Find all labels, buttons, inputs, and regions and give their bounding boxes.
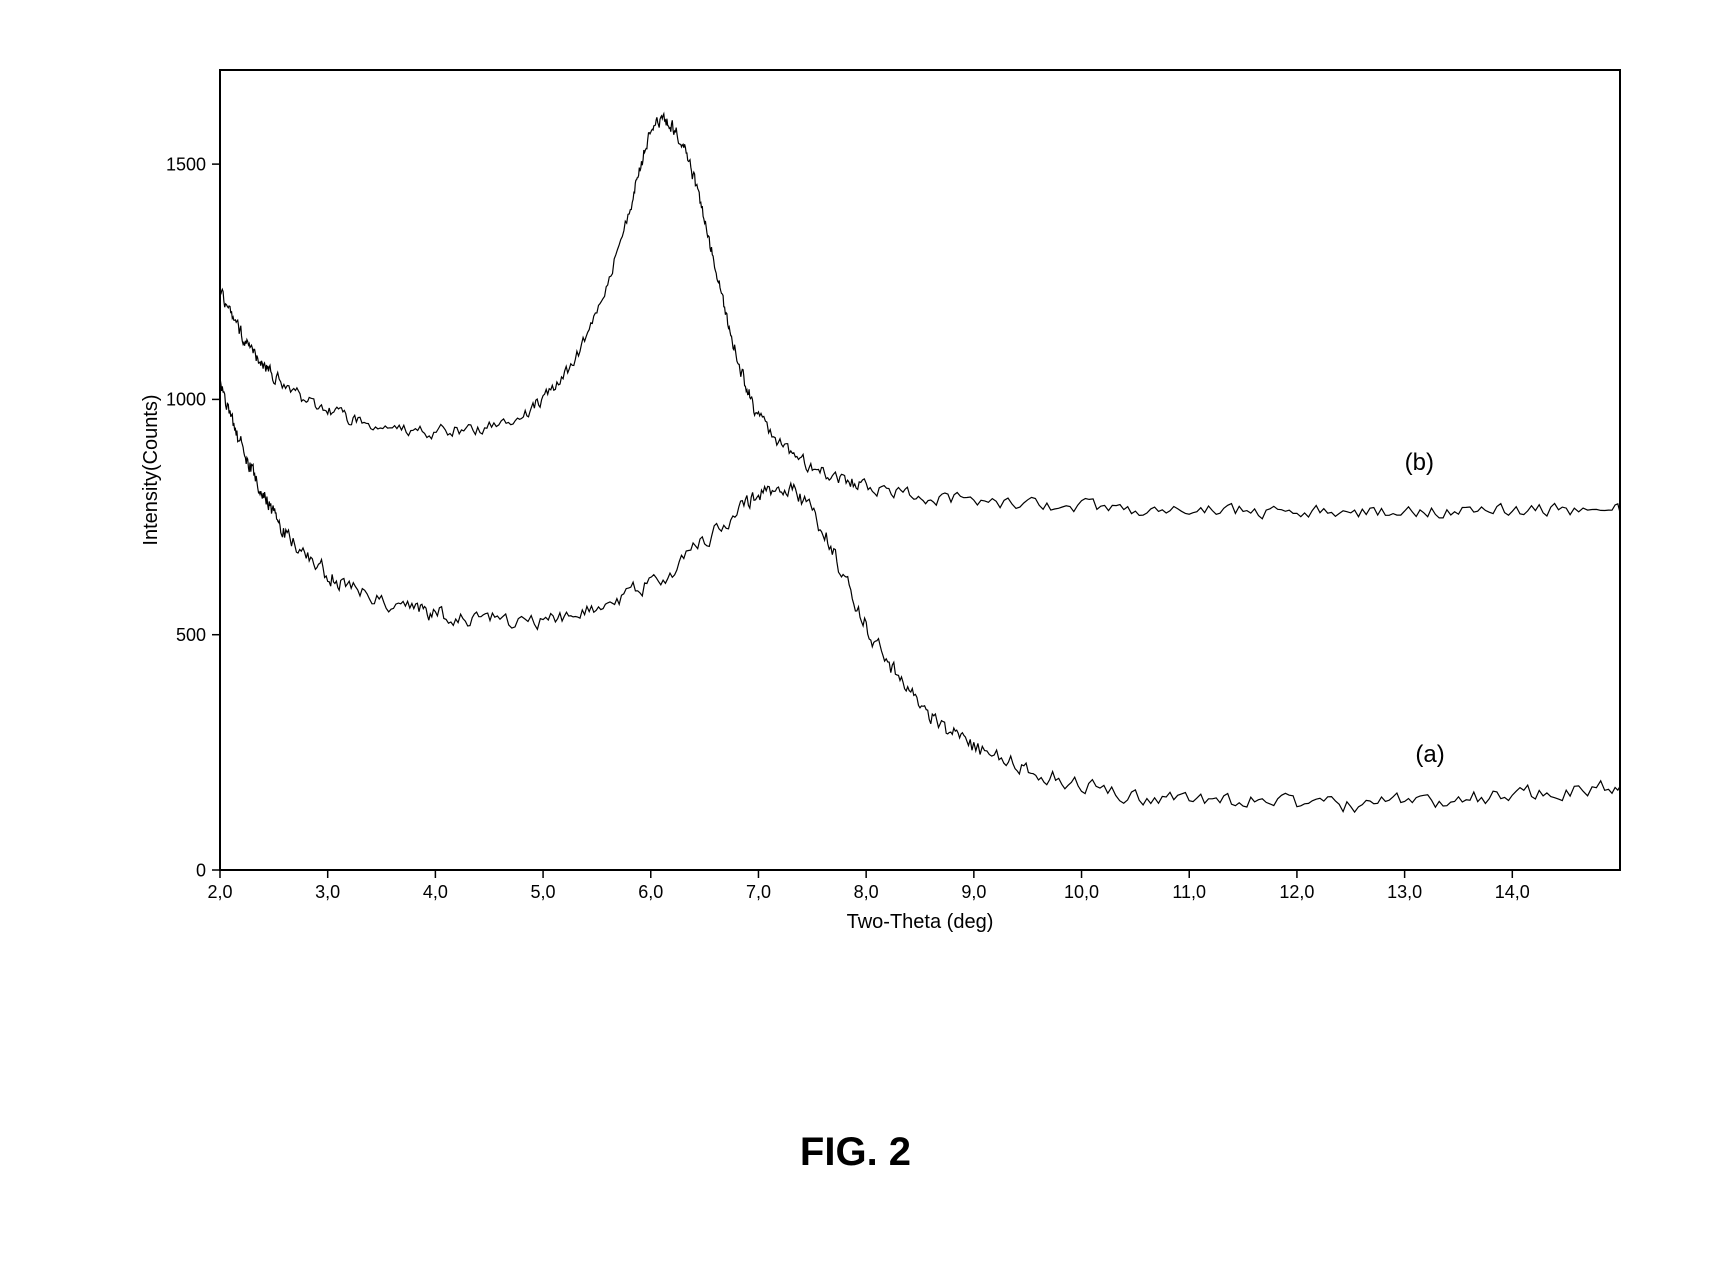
figure-caption: FIG. 2 (0, 1130, 1711, 1175)
svg-text:Intensity(Counts): Intensity(Counts) (140, 394, 162, 545)
series-a-annotation: (a) (1415, 741, 1444, 768)
svg-text:12,0: 12,0 (1279, 882, 1314, 902)
svg-text:10,0: 10,0 (1064, 882, 1099, 902)
svg-text:8,0: 8,0 (854, 882, 879, 902)
svg-text:0: 0 (196, 860, 206, 880)
svg-text:9,0: 9,0 (961, 882, 986, 902)
svg-text:11,0: 11,0 (1172, 882, 1206, 902)
svg-text:7,0: 7,0 (746, 882, 771, 902)
svg-text:14,0: 14,0 (1495, 882, 1530, 902)
svg-text:3,0: 3,0 (315, 882, 340, 902)
svg-text:4,0: 4,0 (423, 882, 448, 902)
svg-text:500: 500 (176, 625, 206, 645)
svg-text:1500: 1500 (166, 154, 206, 174)
svg-text:5,0: 5,0 (531, 882, 556, 902)
svg-text:6,0: 6,0 (638, 882, 663, 902)
svg-text:1000: 1000 (166, 390, 206, 410)
xrd-chart: 2,0 3,0 4,0 5,0 6,0 7,0 8,0 9,0 10,0 11,0 12,0 13,0… (100, 40, 1660, 945)
series-b-annotation: (b) (1405, 449, 1434, 476)
svg-text:Two-Theta (deg): Two-Theta (deg) (847, 911, 994, 933)
chart-svg: 2,0 3,0 4,0 5,0 6,0 7,0 8,0 9,0 10,0 11,0 12,0 13,0… (100, 40, 1660, 940)
svg-text:2,0: 2,0 (207, 882, 232, 902)
svg-text:13,0: 13,0 (1387, 882, 1422, 902)
